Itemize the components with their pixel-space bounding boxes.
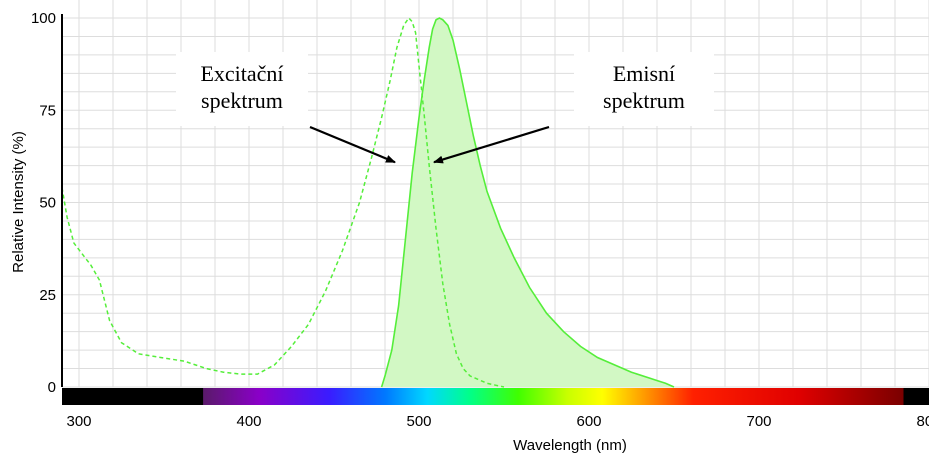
x-tick-label: 500 [406,413,431,430]
y-axis-ticks: 0 25 50 75 100 [31,10,56,396]
x-axis-ticks: 300 400 500 600 700 800 [66,413,929,430]
annotation-emission-arrow [433,125,550,164]
x-tick-label: 700 [746,413,771,430]
x-axis-label: Wavelength (nm) [513,437,627,454]
x-tick-label: 300 [66,413,91,430]
annotation-excitation-line1: Excitační [200,61,283,86]
x-tick-label: 400 [236,413,261,430]
annotation-emission-line1: Emisní [613,61,675,86]
x-tick-label: 600 [576,413,601,430]
y-tick-label: 50 [39,195,56,212]
emission-area-fill [381,18,674,387]
y-tick-label: 0 [48,379,56,396]
annotation-excitation-box [176,52,308,126]
annotation-boxes [176,52,714,126]
x-tick-label: 800 [916,413,929,430]
annotation-emission-box [574,52,714,126]
y-axis-label: Relative Intensity (%) [10,131,27,273]
annotations: Excitační spektrum Emisní spektrum [200,61,685,164]
y-tick-label: 100 [31,10,56,27]
annotation-excitation-line2: spektrum [201,88,283,113]
emission-series-line [380,17,675,388]
annotation-emission-line2: spektrum [603,88,685,113]
y-tick-label: 25 [39,287,56,304]
spectrum-bar-visible [203,388,904,405]
series-layer [61,16,675,388]
annotation-excitation-arrow [309,125,396,164]
excitation-series-line [61,16,505,388]
y-tick-label: 75 [39,102,56,119]
